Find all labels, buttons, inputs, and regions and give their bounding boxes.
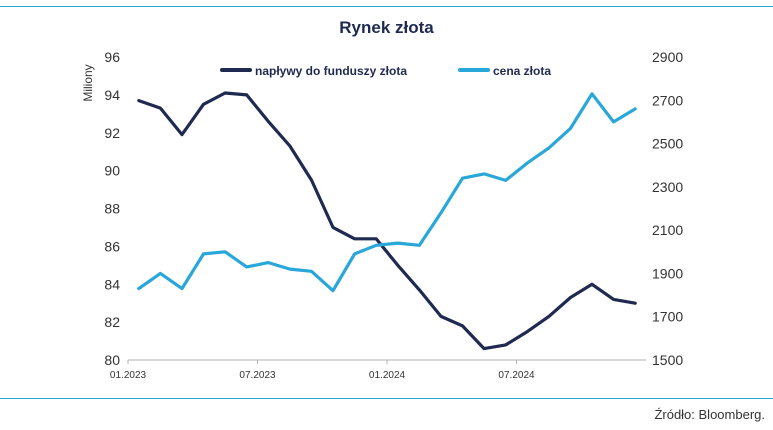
data-point-fund-inflows xyxy=(267,120,270,123)
data-point-gold-price xyxy=(137,287,140,290)
data-point-fund-inflows xyxy=(310,178,313,182)
y-left-tick-label: 96 xyxy=(104,49,120,65)
data-point-gold-price xyxy=(482,172,486,176)
data-point-gold-price xyxy=(439,211,443,214)
top-rule xyxy=(0,6,773,7)
y-right-tick-label: 2900 xyxy=(652,49,683,65)
y-left-tick-label: 86 xyxy=(104,238,120,254)
data-point-fund-inflows xyxy=(396,264,399,267)
data-point-gold-price xyxy=(310,270,313,273)
data-point-fund-inflows xyxy=(353,237,356,240)
y-right-tick-label: 1700 xyxy=(652,309,683,325)
gold-market-chart: 80 82 84 86 88 90 92 94 96 1500 1700 1900 2100 2300 25… xyxy=(81,49,683,381)
data-point-gold-price xyxy=(396,241,399,245)
data-point-fund-inflows xyxy=(482,347,486,350)
y-right-tick-label: 2700 xyxy=(652,92,683,108)
data-point-fund-inflows xyxy=(439,315,443,318)
data-point-fund-inflows xyxy=(331,226,335,229)
data-point-gold-price xyxy=(331,289,335,292)
data-point-fund-inflows xyxy=(547,315,551,318)
data-point-fund-inflows xyxy=(634,302,637,305)
data-point-fund-inflows xyxy=(418,288,421,292)
x-tick-label: 07.2024 xyxy=(498,370,535,381)
data-point-fund-inflows xyxy=(375,237,378,240)
data-point-fund-inflows xyxy=(288,144,292,148)
data-point-fund-inflows xyxy=(159,106,162,110)
data-point-gold-price xyxy=(202,252,205,256)
source-note: Źródło: Bloomberg. xyxy=(654,407,765,422)
series-layer xyxy=(137,91,637,351)
data-point-fund-inflows xyxy=(137,99,140,102)
axis-layer: 80 82 84 86 88 90 92 94 96 1500 1700 1900 2100 2300 25… xyxy=(81,49,683,381)
data-point-gold-price xyxy=(375,244,378,247)
data-point-gold-price xyxy=(245,265,248,269)
data-point-gold-price xyxy=(223,250,227,253)
series-line-fund-inflows xyxy=(137,91,637,351)
data-point-gold-price xyxy=(461,177,464,180)
x-tick-label: 07.2023 xyxy=(239,370,276,381)
y-right-tick-label: 1900 xyxy=(652,265,683,281)
data-point-fund-inflows xyxy=(504,343,507,347)
series-line-gold-price xyxy=(137,92,637,293)
data-point-gold-price xyxy=(547,146,551,150)
data-point-gold-price xyxy=(634,107,637,111)
data-point-fund-inflows xyxy=(223,91,227,95)
data-point-fund-inflows xyxy=(202,103,205,106)
y-left-tick-label: 80 xyxy=(104,352,120,368)
y-left-tick-label: 88 xyxy=(104,201,120,217)
data-point-gold-price xyxy=(267,261,270,264)
y-left-tick-label: 94 xyxy=(104,87,120,103)
y-right-tick-label: 2500 xyxy=(652,136,683,152)
data-point-gold-price xyxy=(353,252,356,256)
y-left-tick-label: 84 xyxy=(104,276,120,292)
y-left-tick-label: 90 xyxy=(104,163,120,179)
data-point-gold-price xyxy=(612,120,615,124)
data-point-gold-price xyxy=(504,179,507,182)
data-point-gold-price xyxy=(288,267,292,271)
data-point-gold-price xyxy=(418,244,421,247)
legend: napływy do funduszy złota cena złota xyxy=(220,64,551,78)
x-tick-label: 01.2024 xyxy=(369,370,406,381)
x-tick-label: 01.2023 xyxy=(110,370,147,381)
data-point-gold-price xyxy=(569,127,572,130)
chart-title: Rynek złota xyxy=(339,18,434,37)
y-right-tick-label: 2300 xyxy=(652,179,683,195)
data-point-fund-inflows xyxy=(245,93,248,97)
data-point-gold-price xyxy=(590,92,594,96)
y-right-tick-label: 1500 xyxy=(652,352,683,368)
data-point-fund-inflows xyxy=(526,330,529,333)
legend-label-fund-inflows: napływy do funduszy złota xyxy=(255,64,407,78)
data-point-gold-price xyxy=(526,161,529,165)
data-point-fund-inflows xyxy=(612,298,615,301)
data-point-fund-inflows xyxy=(569,296,572,299)
bottom-rule xyxy=(0,398,773,399)
y-right-tick-label: 2100 xyxy=(652,222,683,238)
data-point-fund-inflows xyxy=(461,324,464,328)
data-point-gold-price xyxy=(159,272,162,275)
y-left-tick-label: 82 xyxy=(104,314,120,330)
data-point-fund-inflows xyxy=(180,133,184,136)
data-point-gold-price xyxy=(180,287,184,290)
legend-label-gold-price: cena złota xyxy=(493,64,551,78)
y-left-tick-label: 92 xyxy=(104,125,120,141)
data-point-fund-inflows xyxy=(590,283,594,286)
y-left-axis-label: Miliony xyxy=(81,64,95,101)
